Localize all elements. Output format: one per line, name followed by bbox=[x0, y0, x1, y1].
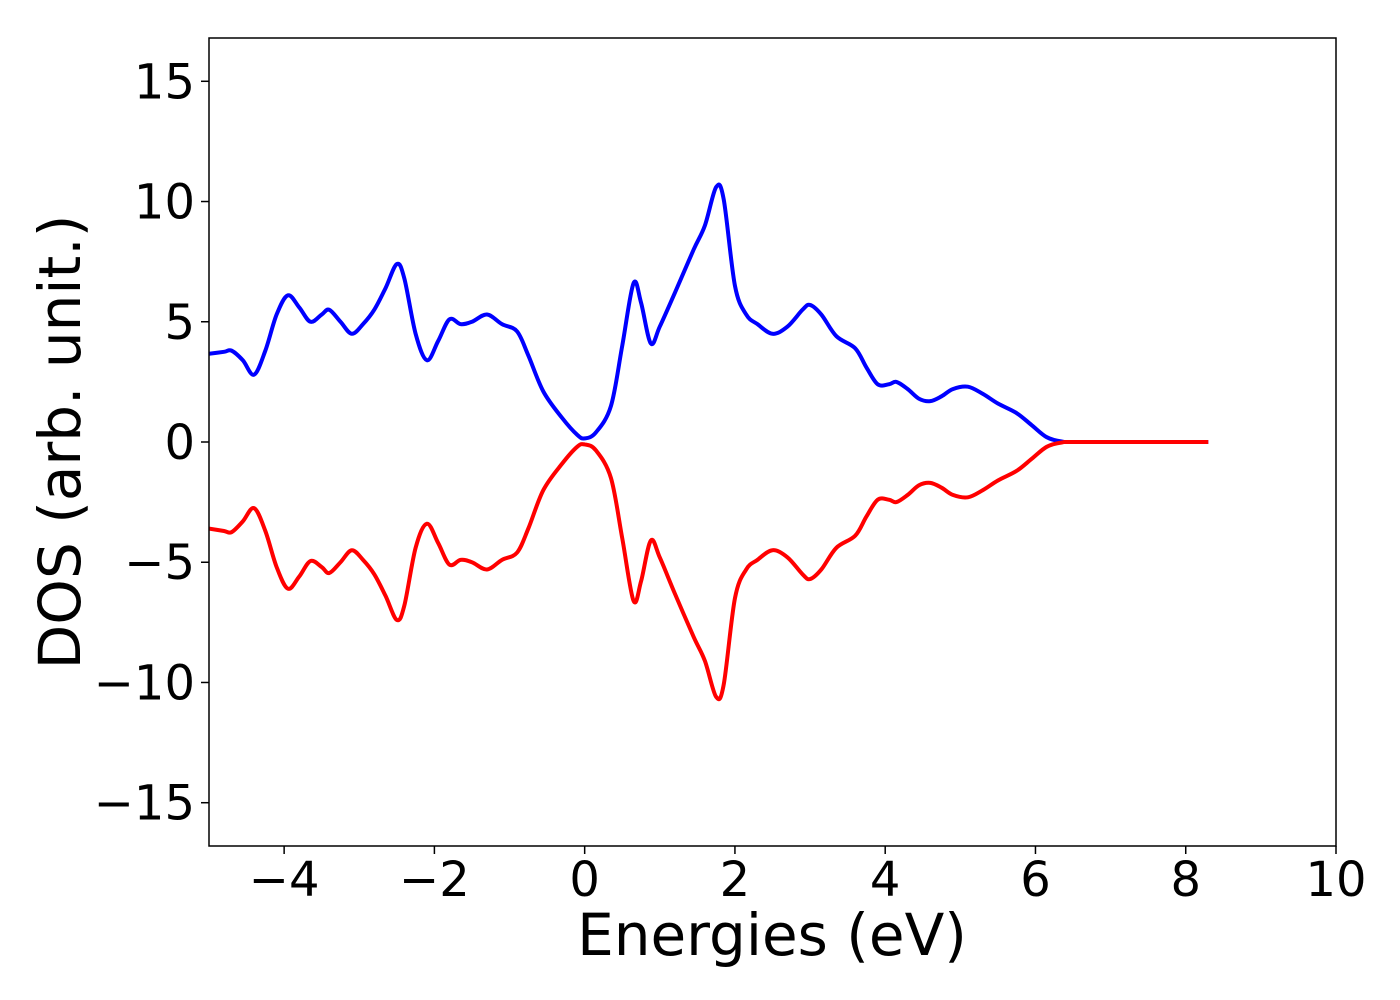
x-tick-label: 2 bbox=[720, 852, 751, 908]
y-tick-label: 0 bbox=[164, 415, 195, 471]
x-tick-label: 6 bbox=[1020, 852, 1051, 908]
y-tick-label: 10 bbox=[134, 175, 195, 231]
y-tick-label: −10 bbox=[94, 655, 195, 711]
x-tick-label: 0 bbox=[569, 852, 600, 908]
line-series bbox=[209, 182, 1209, 445]
y-tick-label: 15 bbox=[134, 54, 195, 110]
plot-frame bbox=[208, 37, 1337, 847]
x-axis-label: Energies (eV) bbox=[577, 901, 967, 969]
x-tick-label: −4 bbox=[249, 852, 320, 908]
x-tick-label: 10 bbox=[1305, 852, 1366, 908]
y-tick-label: −5 bbox=[124, 535, 195, 591]
y-tick-label: −15 bbox=[94, 776, 195, 832]
y-axis-label: DOS (arb. unit.) bbox=[26, 215, 94, 670]
x-tick-label: −2 bbox=[399, 852, 470, 908]
x-tick-label: 4 bbox=[870, 852, 901, 908]
y-tick-label: 5 bbox=[164, 295, 195, 351]
line-series bbox=[209, 439, 1209, 702]
x-tick-label: 8 bbox=[1170, 852, 1201, 908]
